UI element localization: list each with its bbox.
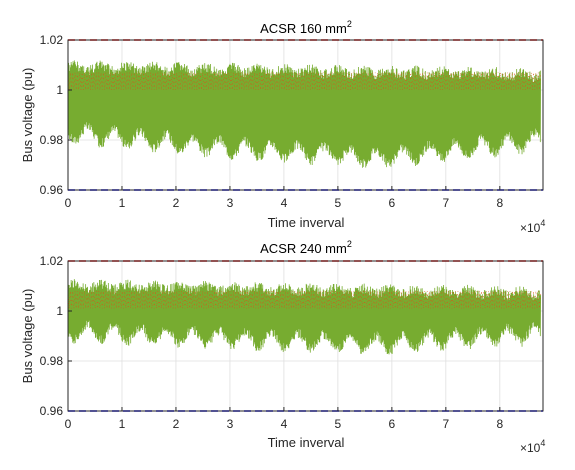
x-tick-label: 6 [389, 196, 396, 210]
x-tick-label: 6 [389, 417, 396, 431]
x-tick-label: 4 [281, 417, 288, 431]
chart-1-axes-box [67, 39, 544, 191]
y-tick-label: 1.02 [40, 33, 64, 47]
y-tick-label: 0.98 [40, 354, 64, 368]
y-tick-label: 0.98 [40, 133, 64, 147]
chart-2-plot-area [67, 260, 543, 412]
series-voltage-line [67, 60, 542, 168]
y-tick-label: 1.02 [40, 254, 64, 268]
x-tick-label: 3 [227, 196, 234, 210]
x-tick-label: 8 [496, 196, 503, 210]
x-tick-label: 8 [496, 417, 503, 431]
chart-1-plot-area [67, 39, 543, 191]
x-tick-label: 7 [442, 417, 449, 431]
chart-panel-2: ACSR 240 mm2 0 1 2 3 4 5 6 7 8 0.96 0.98 1 1.02 Tim… [20, 239, 545, 455]
chart-panel-1: ACSR 160 mm2 0 1 2 3 4 5 6 7 8 0.96 0.98 1 1.02 Tim… [20, 19, 545, 235]
chart-1-title: ACSR 160 mm2 [260, 19, 352, 36]
chart-2-x-multiplier: ×104 [520, 438, 545, 455]
chart-2-title: ACSR 240 mm2 [260, 239, 352, 256]
y-tick-label: 1 [56, 83, 63, 97]
x-tick-label: 4 [281, 196, 288, 210]
chart-2-x-label: Time inverval [268, 435, 345, 450]
chart-1-y-ticks: 0.96 0.98 1 1.02 [40, 33, 72, 197]
x-tick-label: 5 [335, 196, 342, 210]
chart-2-y-label: Bus voltage (pu) [20, 289, 35, 384]
chart-1-y-label: Bus voltage (pu) [20, 68, 35, 163]
y-tick-label: 1 [56, 304, 63, 318]
chart-1-x-label: Time inverval [268, 215, 345, 230]
x-tick-label: 1 [119, 417, 126, 431]
series-voltage-line [67, 279, 542, 355]
x-tick-label: 5 [335, 417, 342, 431]
x-tick-label: 2 [173, 417, 180, 431]
x-tick-label: 2 [173, 196, 180, 210]
x-tick-label: 7 [442, 196, 449, 210]
x-tick-label: 0 [65, 196, 72, 210]
y-tick-label: 0.96 [40, 183, 64, 197]
chart-2-axes-box [67, 260, 544, 412]
chart-1-x-ticks: 0 1 2 3 4 5 6 7 8 [65, 186, 503, 210]
x-tick-label: 3 [227, 417, 234, 431]
y-tick-label: 0.96 [40, 404, 64, 418]
x-tick-label: 1 [119, 196, 126, 210]
x-tick-label: 0 [65, 417, 72, 431]
chart-1-x-multiplier: ×104 [520, 218, 545, 235]
chart-2-y-ticks: 0.96 0.98 1 1.02 [40, 254, 72, 418]
chart-2-x-ticks: 0 1 2 3 4 5 6 7 8 [65, 407, 503, 431]
